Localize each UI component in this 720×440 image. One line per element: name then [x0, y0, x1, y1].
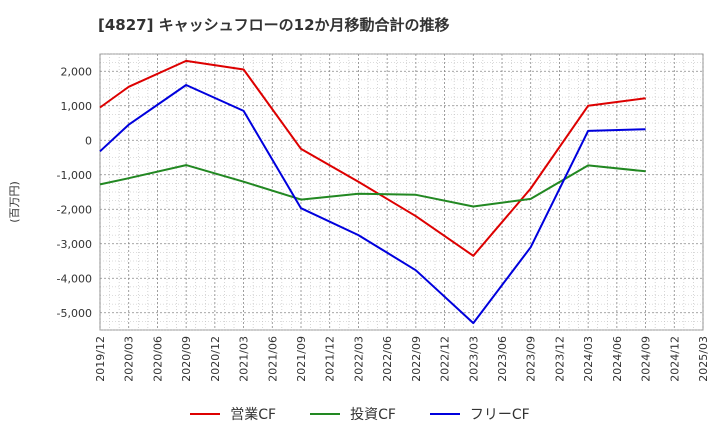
x-tick-label: 2024/09 — [640, 336, 653, 382]
legend-label-operating-cf: 営業CF — [230, 407, 277, 423]
x-tick-label: 2019/12 — [94, 336, 107, 382]
y-axis-label: (百万円) — [8, 181, 21, 223]
y-tick-label: 1,000 — [61, 100, 93, 113]
y-axis-ticks: 2,000 1,000 0 -1,000 -2,000 -3,000 -4,000 -5,00… — [57, 65, 92, 320]
series-line-investing-cf — [99, 164, 646, 208]
x-tick-label: 2022/03 — [352, 336, 365, 382]
x-axis-ticks: 2019/12 2020/03 2020/06 2020/09 2020/12 2021/… — [94, 336, 710, 382]
y-tick-label: -2,000 — [57, 203, 92, 216]
chart-title: [4827] キャッシュフローの12か月移動合計の推移 — [98, 16, 450, 34]
y-tick-label: 2,000 — [61, 65, 93, 78]
legend-label-free-cf: フリーCF — [469, 407, 530, 423]
grid — [99, 53, 704, 331]
x-tick-label: 2024/12 — [668, 336, 681, 382]
legend-swatch-investing-cf — [310, 413, 341, 415]
series-line-free-cf — [99, 84, 646, 325]
x-tick-label: 2021/12 — [324, 336, 337, 382]
y-tick-label: -4,000 — [57, 272, 92, 285]
x-tick-label: 2023/06 — [496, 336, 509, 382]
x-tick-label: 2021/06 — [266, 336, 279, 382]
y-tick-label: -3,000 — [57, 238, 92, 251]
x-tick-label: 2023/12 — [553, 336, 566, 382]
y-tick-label: 0 — [85, 134, 92, 147]
legend-item-operating-cf: 営業CF — [190, 404, 276, 424]
x-tick-label: 2020/03 — [123, 336, 136, 382]
x-tick-label: 2023/03 — [467, 336, 480, 382]
x-tick-label: 2020/09 — [180, 336, 193, 382]
series-lines — [99, 59, 646, 325]
legend-item-free-cf: フリーCF — [429, 404, 530, 424]
x-tick-label: 2021/03 — [238, 336, 251, 382]
legend: 営業CF 投資CF フリーCF — [0, 404, 720, 424]
x-tick-label: 2022/12 — [439, 336, 452, 382]
x-tick-label: 2020/12 — [209, 336, 222, 382]
x-tick-label: 2024/06 — [611, 336, 624, 382]
legend-swatch-operating-cf — [190, 413, 221, 415]
x-tick-label: 2024/03 — [582, 336, 595, 382]
x-tick-label: 2025/03 — [697, 336, 710, 382]
y-tick-label: -1,000 — [57, 169, 92, 182]
x-tick-label: 2022/09 — [410, 336, 423, 382]
legend-label-investing-cf: 投資CF — [350, 407, 396, 423]
legend-item-investing-cf: 投資CF — [310, 404, 396, 424]
legend-swatch-free-cf — [429, 413, 460, 415]
series-line-operating-cf — [99, 59, 646, 257]
plot-area — [99, 53, 704, 331]
y-tick-label: -5,000 — [57, 307, 92, 320]
x-tick-label: 2020/06 — [151, 336, 164, 382]
x-tick-label: 2023/09 — [525, 336, 538, 382]
x-tick-label: 2022/06 — [381, 336, 394, 382]
x-tick-label: 2021/09 — [295, 336, 308, 382]
